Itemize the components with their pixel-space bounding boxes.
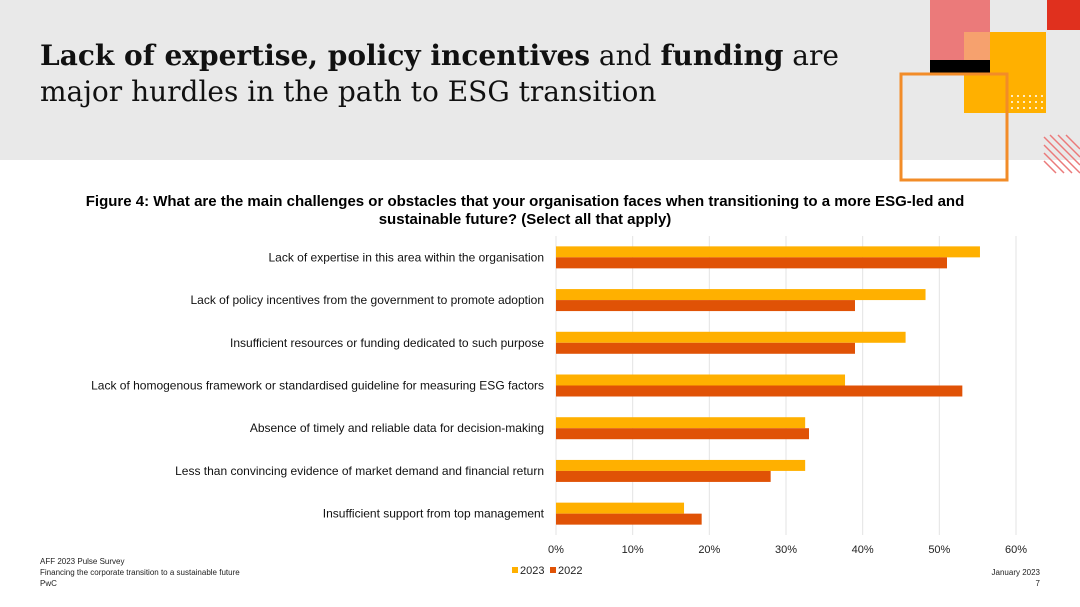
x-tick-label-20: 20% [698, 544, 720, 556]
category-label-3: Lack of homogenous framework or standard… [91, 379, 544, 393]
x-tick-label-40: 40% [852, 544, 874, 556]
bar-2023-5 [556, 459, 806, 471]
page-number: 7 [1035, 579, 1040, 588]
x-tick-label-50: 50% [928, 544, 950, 556]
deco-hatch [1043, 134, 1080, 174]
page-title: Lack of expertise, policy incentives and… [40, 38, 860, 110]
legend-swatch-2023 [512, 567, 518, 573]
x-tick-label-60: 60% [1005, 544, 1027, 556]
bar-2022-3 [556, 385, 963, 397]
category-labels: Lack of expertise in this area within th… [91, 250, 545, 520]
bar-2022-5 [556, 470, 771, 482]
x-tick-label-0: 0% [548, 544, 564, 556]
headline-part-3: funding [660, 39, 784, 72]
x-tick-label-30: 30% [775, 544, 797, 556]
deco-black-bar [930, 60, 990, 74]
legend: 2023 2022 [512, 565, 582, 577]
decorative-graphic [899, 0, 1080, 182]
x-axis-ticks: 0% 10% 20% 30% 40% 50% 60% [548, 544, 1027, 556]
bar-2023-0 [556, 246, 980, 258]
deco-orange-outline [899, 72, 1009, 182]
footer-source: AFF 2023 Pulse Survey Financing the corp… [40, 556, 240, 589]
chart-title: Figure 4: What are the main challenges o… [85, 193, 965, 228]
bar-2023-4 [556, 417, 806, 429]
category-label-2: Insufficient resources or funding dedica… [230, 336, 544, 350]
legend-swatch-2022 [550, 567, 556, 573]
bars [556, 246, 980, 525]
deco-red-block [1047, 0, 1080, 30]
footer-brand: PwC [40, 579, 57, 588]
bar-2022-6 [556, 513, 702, 525]
bar-2023-6 [556, 502, 685, 514]
bar-2022-4 [556, 428, 809, 440]
footer-survey: AFF 2023 Pulse Survey [40, 557, 125, 566]
footer-date: January 2023 [991, 568, 1040, 577]
bar-2023-2 [556, 331, 906, 343]
legend-label-2023: 2023 [520, 565, 544, 577]
deco-pink-overlap [964, 32, 990, 60]
category-label-4: Absence of timely and reliable data for … [250, 421, 544, 435]
category-label-5: Less than convincing evidence of market … [175, 464, 544, 478]
legend-label-2022: 2022 [558, 565, 582, 577]
category-label-1: Lack of policy incentives from the gover… [190, 293, 544, 307]
deco-dots [1011, 95, 1043, 109]
footer-subtitle: Financing the corporate transition to a … [40, 568, 240, 577]
category-label-0: Lack of expertise in this area within th… [269, 250, 545, 264]
footer-meta: January 2023 7 [992, 567, 1040, 589]
category-label-6: Insufficient support from top management [323, 507, 545, 521]
bar-2022-2 [556, 342, 855, 354]
headline-part-4: are major hurdles in the path to ESG tra… [40, 39, 839, 108]
x-tick-label-10: 10% [622, 544, 644, 556]
bar-2022-1 [556, 300, 855, 312]
bar-2023-1 [556, 289, 926, 301]
headline-part-1: Lack of expertise, policy incentives [40, 39, 591, 72]
headline-part-2: and [590, 39, 661, 72]
bar-2023-3 [556, 374, 846, 386]
bar-2022-0 [556, 257, 947, 269]
